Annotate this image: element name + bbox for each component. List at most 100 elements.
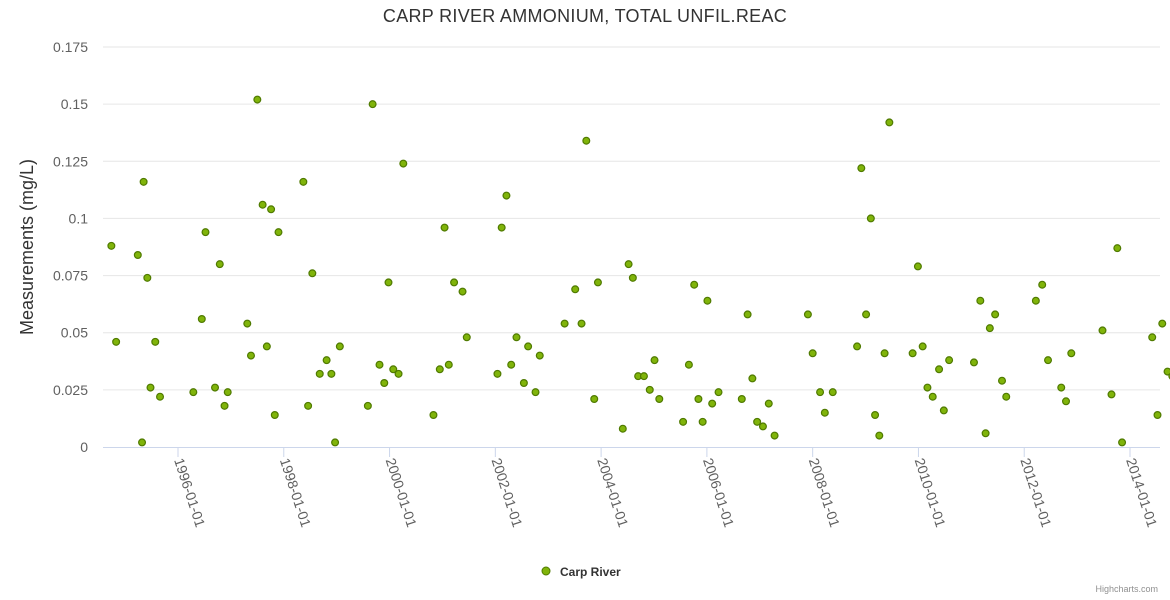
data-point[interactable] <box>315 369 324 378</box>
data-point[interactable] <box>593 278 602 287</box>
data-point[interactable] <box>866 214 875 223</box>
data-point[interactable] <box>1002 392 1011 401</box>
data-point[interactable] <box>624 260 633 269</box>
data-point[interactable] <box>368 100 377 109</box>
data-point[interactable] <box>880 349 889 358</box>
data-point[interactable] <box>243 319 252 328</box>
data-point[interactable] <box>853 342 862 351</box>
data-point[interactable] <box>394 369 403 378</box>
data-point[interactable] <box>1038 280 1047 289</box>
data-point[interactable] <box>223 388 232 397</box>
data-point[interactable] <box>969 358 978 367</box>
data-point[interactable] <box>1107 390 1116 399</box>
data-point[interactable] <box>507 360 516 369</box>
data-point[interactable] <box>133 251 142 260</box>
data-point[interactable] <box>493 369 502 378</box>
data-point[interactable] <box>698 417 707 426</box>
data-point[interactable] <box>138 438 147 447</box>
data-point[interactable] <box>708 399 717 408</box>
data-point[interactable] <box>737 395 746 404</box>
data-point[interactable] <box>918 342 927 351</box>
data-point[interactable] <box>151 337 160 346</box>
data-point[interactable] <box>571 285 580 294</box>
data-point[interactable] <box>875 431 884 440</box>
data-point[interactable] <box>743 310 752 319</box>
data-point[interactable] <box>389 365 398 374</box>
data-point[interactable] <box>258 200 267 209</box>
data-point[interactable] <box>146 383 155 392</box>
data-point[interactable] <box>512 333 521 342</box>
data-point[interactable] <box>628 273 637 282</box>
data-point[interactable] <box>885 118 894 127</box>
data-point[interactable] <box>582 136 591 145</box>
data-point[interactable] <box>1098 326 1107 335</box>
data-point[interactable] <box>308 269 317 278</box>
data-point[interactable] <box>535 351 544 360</box>
data-point[interactable] <box>156 392 165 401</box>
data-point[interactable] <box>399 159 408 168</box>
data-point[interactable] <box>684 360 693 369</box>
data-point[interactable] <box>215 260 224 269</box>
data-point[interactable] <box>1067 349 1076 358</box>
data-point[interactable] <box>560 319 569 328</box>
data-point[interactable] <box>803 310 812 319</box>
data-point[interactable] <box>816 388 825 397</box>
data-point[interactable] <box>913 262 922 271</box>
data-point[interactable] <box>923 383 932 392</box>
data-point[interactable] <box>363 401 372 410</box>
data-point[interactable] <box>1163 367 1170 376</box>
data-point[interactable] <box>201 228 210 237</box>
data-point[interactable] <box>1118 438 1127 447</box>
data-point[interactable] <box>322 356 331 365</box>
data-point[interactable] <box>270 411 279 420</box>
data-point[interactable] <box>327 369 336 378</box>
data-point[interactable] <box>1031 296 1040 305</box>
data-point[interactable] <box>758 422 767 431</box>
data-point[interactable] <box>502 191 511 200</box>
data-point[interactable] <box>753 417 762 426</box>
data-point[interactable] <box>679 417 688 426</box>
data-point[interactable] <box>981 429 990 438</box>
data-point[interactable] <box>444 360 453 369</box>
data-point[interactable] <box>335 342 344 351</box>
data-point[interactable] <box>1158 319 1167 328</box>
data-point[interactable] <box>107 241 116 250</box>
data-point[interactable] <box>429 411 438 420</box>
data-point[interactable] <box>435 365 444 374</box>
data-point[interactable] <box>1062 397 1071 406</box>
data-point[interactable] <box>703 296 712 305</box>
data-point[interactable] <box>694 395 703 404</box>
data-point[interactable] <box>935 365 944 374</box>
credit-link[interactable]: Highcharts.com <box>1095 584 1158 594</box>
data-point[interactable] <box>450 278 459 287</box>
data-point[interactable] <box>253 95 262 104</box>
data-point[interactable] <box>440 223 449 232</box>
legend-marker-carp-river[interactable] <box>541 566 551 576</box>
data-point[interactable] <box>1044 356 1053 365</box>
data-point[interactable] <box>331 438 340 447</box>
data-point[interactable] <box>531 388 540 397</box>
data-point[interactable] <box>1148 333 1157 342</box>
data-point[interactable] <box>143 273 152 282</box>
data-point[interactable] <box>871 411 880 420</box>
data-point[interactable] <box>808 349 817 358</box>
data-point[interactable] <box>690 280 699 289</box>
data-point[interactable] <box>618 424 627 433</box>
data-point[interactable] <box>462 333 471 342</box>
data-point[interactable] <box>497 223 506 232</box>
data-point[interactable] <box>112 337 121 346</box>
data-point[interactable] <box>262 342 271 351</box>
series-carp-river-points[interactable] <box>107 95 1170 447</box>
data-point[interactable] <box>985 324 994 333</box>
data-point[interactable] <box>274 228 283 237</box>
data-point[interactable] <box>590 395 599 404</box>
data-point[interactable] <box>991 310 1000 319</box>
data-point[interactable] <box>714 388 723 397</box>
data-point[interactable] <box>524 342 533 351</box>
data-point[interactable] <box>519 379 528 388</box>
data-point[interactable] <box>197 315 206 324</box>
data-point[interactable] <box>246 351 255 360</box>
data-point[interactable] <box>650 356 659 365</box>
data-point[interactable] <box>998 376 1007 385</box>
data-point[interactable] <box>764 399 773 408</box>
